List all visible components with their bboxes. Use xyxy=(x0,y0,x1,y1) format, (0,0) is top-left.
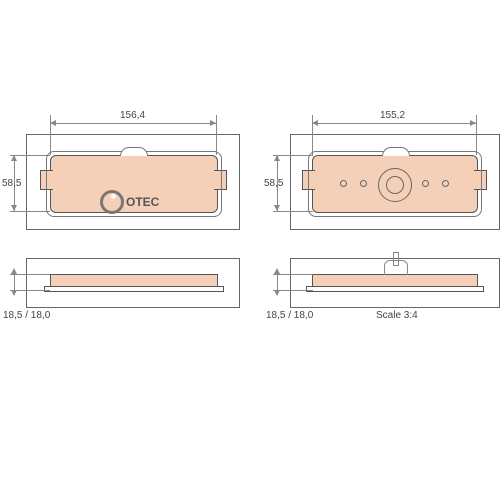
left-profile-backing xyxy=(44,286,224,292)
ext-line xyxy=(10,290,50,291)
right-notch xyxy=(382,147,410,156)
right-center-boss-inner xyxy=(386,176,404,194)
cotec-logo-text: OTEC xyxy=(126,195,159,209)
right-width-value: 155,2 xyxy=(380,110,405,121)
left-thick-dim-line xyxy=(14,274,15,290)
ext-line xyxy=(216,115,217,155)
left-thickness-value: 18,5 / 18,0 xyxy=(3,310,50,321)
rivet-hole xyxy=(360,180,367,187)
rivet-hole xyxy=(422,180,429,187)
ext-line xyxy=(273,211,313,212)
right-profile-backing xyxy=(306,286,484,292)
rivet-hole xyxy=(442,180,449,187)
scale-label: Scale 3:4 xyxy=(376,310,418,321)
left-height-value: 58,5 xyxy=(2,178,21,189)
right-profile-clip-pin xyxy=(393,252,399,266)
ext-line xyxy=(273,290,313,291)
ext-line xyxy=(10,211,50,212)
right-thickness-value: 18,5 / 18,0 xyxy=(266,310,313,321)
left-width-dim-line xyxy=(50,123,216,124)
left-notch xyxy=(120,147,148,156)
right-thick-dim-line xyxy=(277,274,278,290)
ext-line xyxy=(476,115,477,155)
left-width-value: 156,4 xyxy=(120,110,145,121)
ext-line xyxy=(50,115,51,155)
ext-line xyxy=(273,155,313,156)
ext-line xyxy=(10,155,50,156)
ext-line xyxy=(312,115,313,155)
ext-line xyxy=(10,274,50,275)
right-width-dim-line xyxy=(312,123,476,124)
cotec-logo: OTEC xyxy=(100,190,159,214)
ext-line xyxy=(273,274,313,275)
right-height-value: 58,5 xyxy=(264,178,283,189)
cotec-logo-ring xyxy=(100,190,124,214)
rivet-hole xyxy=(340,180,347,187)
